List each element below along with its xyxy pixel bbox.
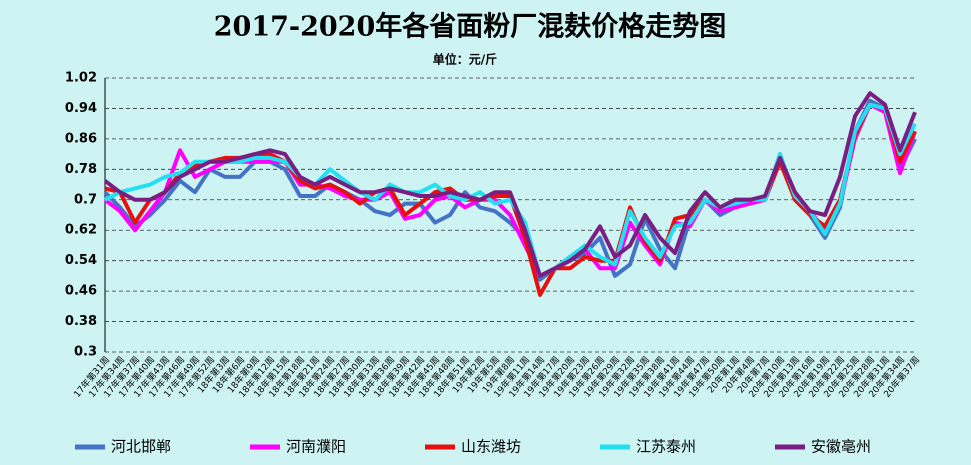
y-tick-label: 0.78 <box>65 162 97 177</box>
y-tick-label: 0.38 <box>65 314 97 329</box>
y-tick-label: 0.86 <box>65 131 97 146</box>
y-tick-label: 0.54 <box>65 253 97 268</box>
chart-title: 2017-2020年各省面粉厂混麸价格走势图 <box>214 11 727 43</box>
legend-label: 河北邯郸 <box>111 438 171 456</box>
y-tick-label: 0.46 <box>65 284 97 299</box>
y-tick-label: 0.3 <box>74 345 97 360</box>
y-tick-label: 0.94 <box>65 101 97 116</box>
legend-label: 江苏泰州 <box>636 438 696 456</box>
legend-label: 安徽亳州 <box>811 438 871 456</box>
chart-subtitle: 单位：元/斤 <box>433 52 497 67</box>
y-tick-label: 0.7 <box>74 192 97 207</box>
legend-label: 山东潍坊 <box>461 438 521 456</box>
series-line <box>104 102 917 278</box>
y-tick-label: 0.62 <box>65 223 97 238</box>
legend-label: 河南濮阳 <box>286 438 346 456</box>
y-tick-label: 1.02 <box>65 71 97 86</box>
series-line <box>103 91 917 278</box>
